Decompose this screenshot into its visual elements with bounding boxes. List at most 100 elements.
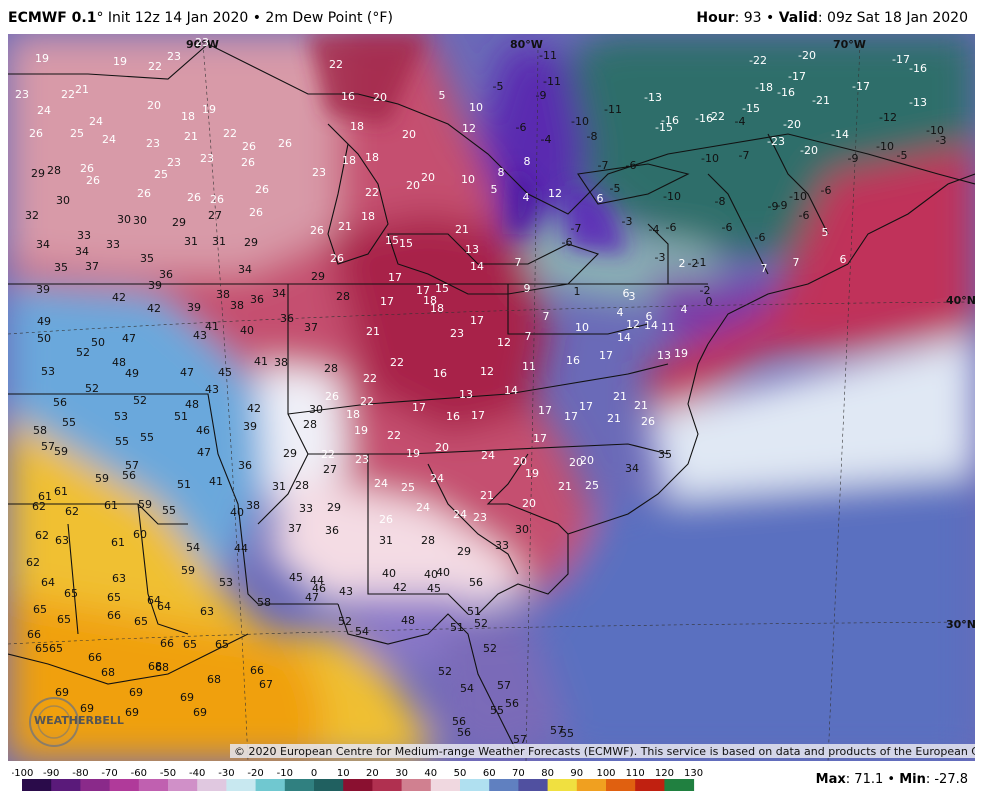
dewpoint-label: 11 <box>661 321 675 334</box>
dewpoint-label: 21 <box>607 412 621 425</box>
dewpoint-label: 59 <box>54 445 68 458</box>
dewpoint-label: 38 <box>274 356 288 369</box>
dewpoint-label: 56 <box>53 396 67 409</box>
dewpoint-label: -13 <box>644 91 662 104</box>
dewpoint-label: 59 <box>181 564 195 577</box>
dewpoint-label: 37 <box>304 321 318 334</box>
dewpoint-label: 39 <box>243 420 257 433</box>
forecast-hour-valid: Hour: 93 • Valid: 09z Sat 18 Jan 2020 <box>696 10 968 26</box>
colorbar-tick-label: -50 <box>160 768 176 779</box>
dewpoint-label: 26 <box>255 183 269 196</box>
model-title: ECMWF 0.1° Init 12z 14 Jan 2020 • 2m Dew… <box>8 10 393 26</box>
dewpoint-label: 26 <box>137 187 151 200</box>
dewpoint-label: 7 <box>761 262 768 275</box>
dewpoint-label: -9 <box>536 89 547 102</box>
dewpoint-label: 53 <box>219 576 233 589</box>
dewpoint-label: 66 <box>27 628 41 641</box>
dewpoint-label: 27 <box>208 209 222 222</box>
dewpoint-label: 26 <box>241 156 255 169</box>
dewpoint-label: 28 <box>421 534 435 547</box>
dewpoint-label: 6 <box>623 287 630 300</box>
colorbar-tick-label: -10 <box>277 768 293 779</box>
dewpoint-label: 20 <box>435 441 449 454</box>
dewpoint-label: 22 <box>61 88 75 101</box>
dewpoint-label: 42 <box>393 581 407 594</box>
dewpoint-label: 15 <box>385 234 399 247</box>
colorbar-tick-label: 50 <box>454 768 467 779</box>
dewpoint-label: 69 <box>55 686 69 699</box>
dewpoint-label: 37 <box>288 522 302 535</box>
hour-label: Hour <box>696 10 735 26</box>
dewpoint-label: 55 <box>162 504 176 517</box>
dewpoint-label: 66 <box>88 651 102 664</box>
dewpoint-label: -4 <box>649 223 660 236</box>
dewpoint-label: -9 <box>848 152 859 165</box>
dewpoint-label: 62 <box>35 529 49 542</box>
dewpoint-label: 45 <box>218 366 232 379</box>
dewpoint-label: 22 <box>321 448 335 461</box>
dewpoint-label: 7 <box>543 310 550 323</box>
hour-value: : 93 • <box>734 10 775 26</box>
dewpoint-map[interactable]: 90°W 80°W 70°W 40°N 30°N 19 19 22232322242… <box>8 34 975 761</box>
dewpoint-label: 14 <box>504 384 518 397</box>
dewpoint-label: 34 <box>36 238 50 251</box>
dewpoint-label: 40 <box>382 567 396 580</box>
dewpoint-label: -5 <box>610 182 621 195</box>
dewpoint-label: 17 <box>388 271 402 284</box>
dewpoint-label: 17 <box>471 409 485 422</box>
colorbar-tick-label: -90 <box>43 768 59 779</box>
dewpoint-label: 22 <box>390 356 404 369</box>
dewpoint-label: -3 <box>936 134 947 147</box>
dewpoint-label: 31 <box>379 534 393 547</box>
dewpoint-label: 20 <box>373 91 387 104</box>
dewpoint-label: 38 <box>230 299 244 312</box>
dewpoint-label: 18 <box>361 210 375 223</box>
dewpoint-label: 50 <box>91 336 105 349</box>
dewpoint-label: 20 <box>569 456 583 469</box>
colorbar-tick-label: -70 <box>101 768 117 779</box>
dewpoint-label: 20 <box>402 128 416 141</box>
colorbar-swatch <box>606 779 636 791</box>
colorbar-tick-label: -30 <box>218 768 234 779</box>
colorbar-tick-label: 110 <box>626 768 645 779</box>
dewpoint-label: 48 <box>112 356 126 369</box>
dewpoint-label: -9 <box>777 199 788 212</box>
dewpoint-label: 34 <box>238 263 252 276</box>
dewpoint-label: 23 <box>473 511 487 524</box>
dewpoint-label: 62 <box>26 556 40 569</box>
dewpoint-label: -2 <box>700 284 711 297</box>
dewpoint-label: 64 <box>41 576 55 589</box>
dewpoint-label: 65 <box>49 642 63 655</box>
dewpoint-label: 16 <box>566 354 580 367</box>
dewpoint-label: 22 <box>365 186 379 199</box>
header-bar: ECMWF 0.1° Init 12z 14 Jan 2020 • 2m Dew… <box>0 0 984 34</box>
dewpoint-label: 26 <box>278 137 292 150</box>
colorbar-tick-label: 120 <box>655 768 674 779</box>
dewpoint-label: 38 <box>246 499 260 512</box>
dewpoint-label: 23 <box>200 152 214 165</box>
dewpoint-label: 30 <box>309 403 323 416</box>
colorbar-swatch <box>518 779 549 791</box>
dewpoint-label: 21 <box>558 480 572 493</box>
dewpoint-label: 17 <box>533 432 547 445</box>
dewpoint-label: 50 <box>37 332 51 345</box>
dewpoint-label: 26 <box>187 191 201 204</box>
dewpoint-label: 11 <box>522 360 536 373</box>
dewpoint-label: 18 <box>350 120 364 133</box>
dewpoint-label: 56 <box>505 697 519 710</box>
dewpoint-label: 49 <box>37 315 51 328</box>
valid-label: Valid <box>778 10 818 26</box>
colorbar-swatch <box>576 779 607 791</box>
dewpoint-label: -10 <box>571 115 589 128</box>
dewpoint-label: -15 <box>655 121 673 134</box>
dewpoint-label: 36 <box>325 524 339 537</box>
dewpoint-label: -21 <box>812 94 830 107</box>
dewpoint-label: 69 <box>80 702 94 715</box>
dewpoint-label: 8 <box>524 155 531 168</box>
dewpoint-label: 65 <box>215 638 229 651</box>
dewpoint-label: 45 <box>289 571 303 584</box>
dewpoint-label: 26 <box>249 206 263 219</box>
dewpoint-label: 54 <box>460 682 474 695</box>
dewpoint-label: 20 <box>421 171 435 184</box>
dewpoint-label: -16 <box>909 62 927 75</box>
